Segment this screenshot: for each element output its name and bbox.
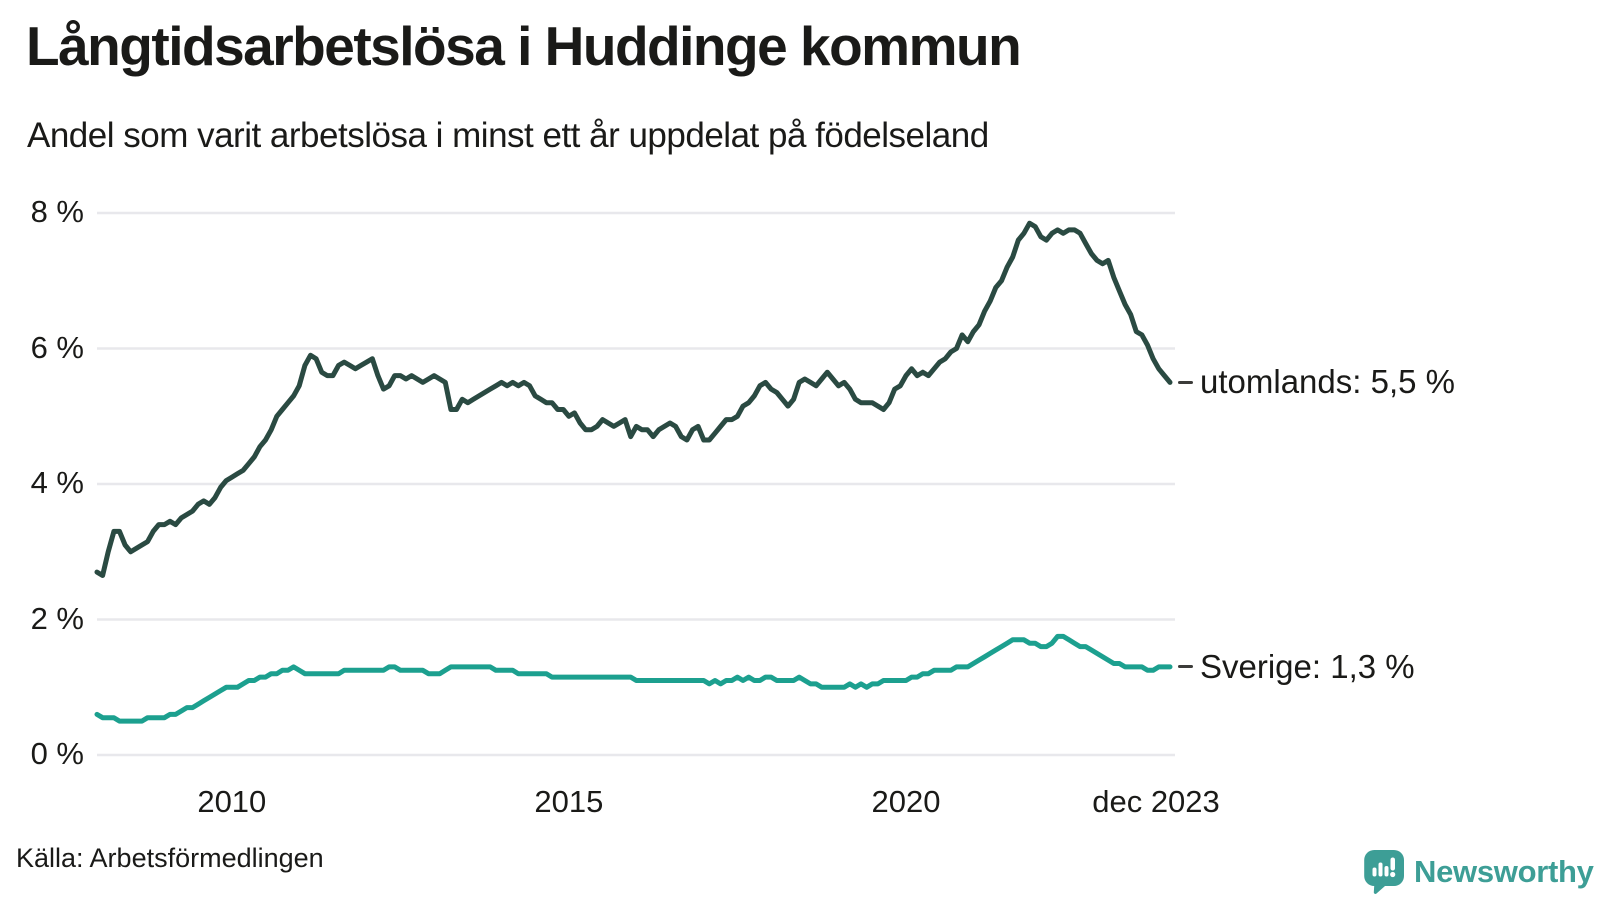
y-tick-label: 0 %: [30, 736, 84, 771]
y-tick-label: 2 %: [30, 600, 84, 636]
x-tick-label: 2020: [871, 784, 941, 819]
series-line-sverige: [94, 633, 1173, 724]
page-title: Långtidsarbetslösa i Huddinge kommun: [26, 15, 1022, 77]
y-tick-label: 8 %: [30, 194, 84, 229]
page-subtitle: Andel som varit arbetslösa i minst ett å…: [27, 116, 989, 155]
x-tick-label: dec 2023: [1092, 784, 1220, 819]
y-tick-label: 6 %: [30, 329, 84, 365]
newsworthy-logo: Newsworthy: [1364, 850, 1594, 894]
x-tick-label: 2010: [197, 784, 267, 819]
series-line-utomlands: [94, 220, 1173, 578]
y-tick-label: 4 %: [30, 465, 84, 500]
series-label-dash: [1178, 380, 1193, 384]
series-label-sverige: Sverige: 1,3 %: [1178, 646, 1415, 688]
newsworthy-logo-text: Newsworthy: [1414, 854, 1594, 889]
data-series-lines: [94, 220, 1173, 724]
gridlines: [97, 211, 1175, 757]
series-label-utomlands: utomlands: 5,5 %: [1178, 361, 1455, 403]
x-tick-label: 2015: [534, 784, 604, 819]
series-label-dash: [1178, 665, 1193, 669]
source-note: Källa: Arbetsförmedlingen: [16, 843, 324, 873]
series-label-text: Sverige: 1,3 %: [1200, 647, 1415, 685]
series-label-text: utomlands: 5,5 %: [1200, 363, 1455, 401]
newsworthy-logo-icon: [1364, 850, 1404, 894]
